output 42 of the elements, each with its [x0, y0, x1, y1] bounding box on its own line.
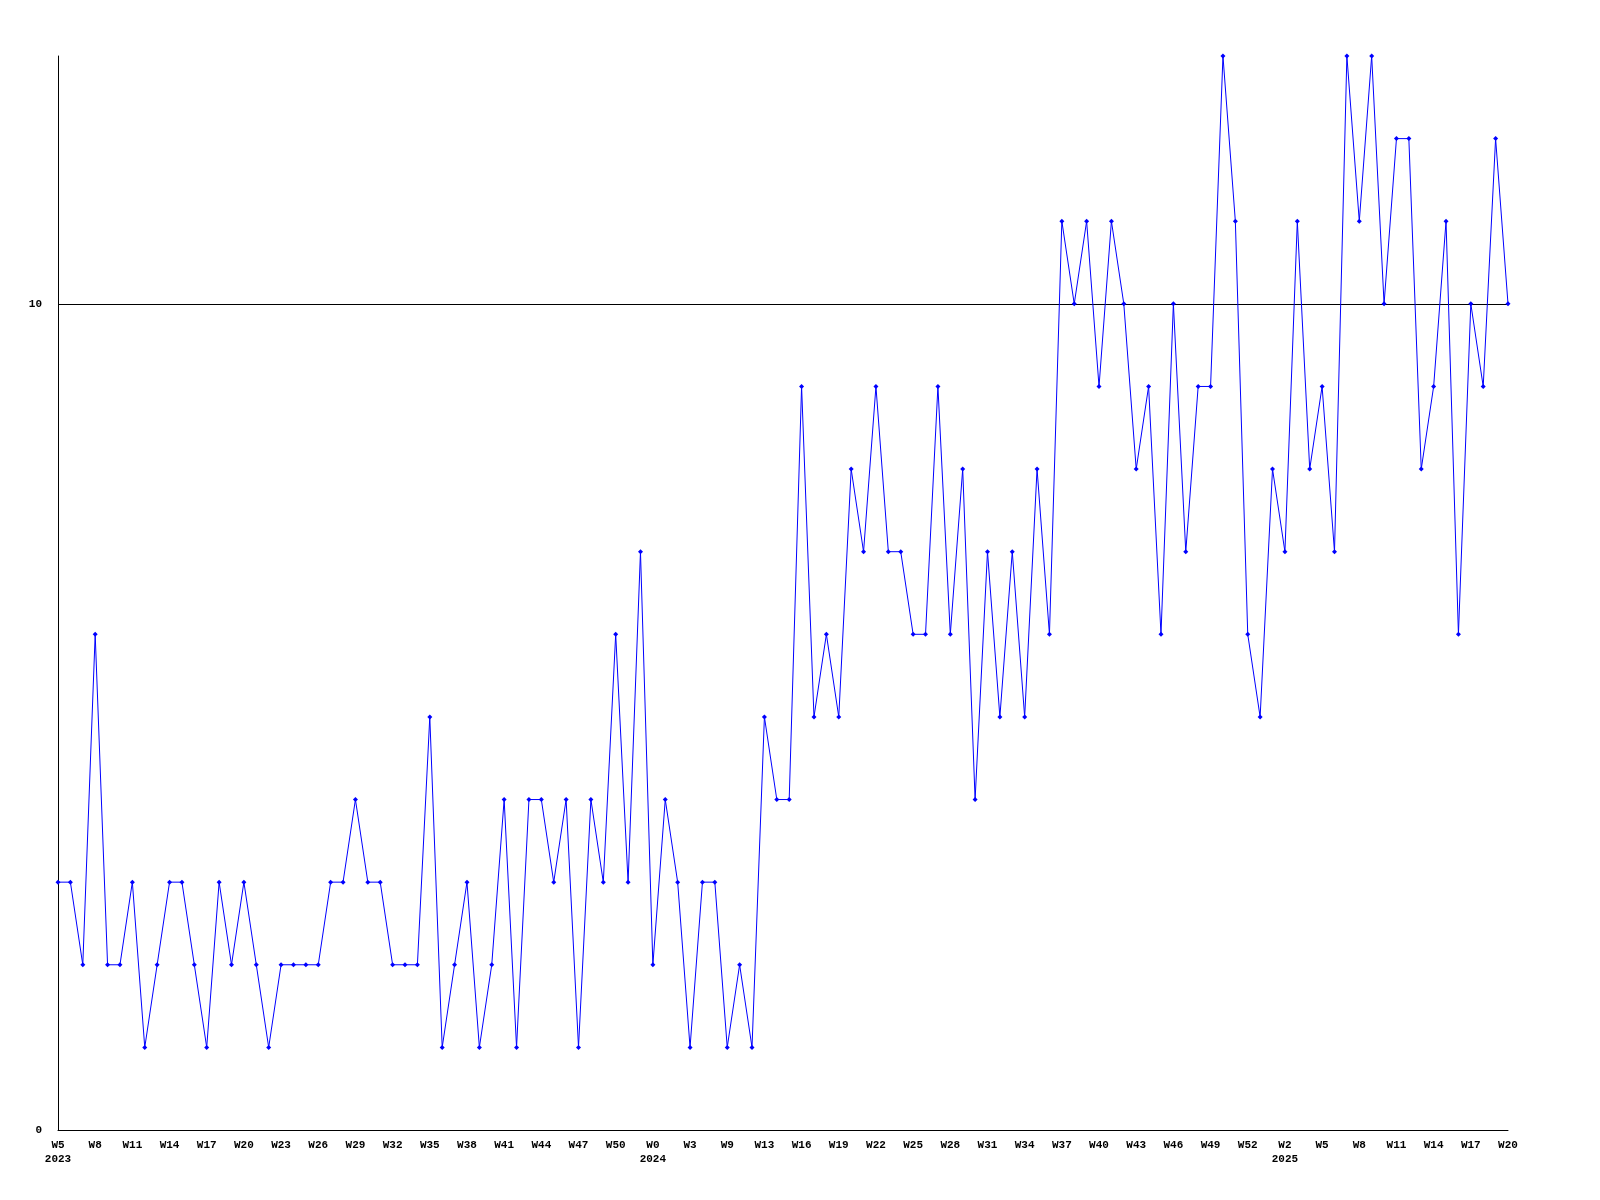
- x-tick-label: W26: [308, 1139, 329, 1151]
- x-tick-label: W22: [866, 1139, 886, 1151]
- x-tick-label: W13: [754, 1139, 775, 1151]
- x-tick-label: W49: [1200, 1139, 1221, 1151]
- x-tick-label: W23: [271, 1139, 292, 1151]
- x-tick-label: W20: [1498, 1139, 1518, 1151]
- x-tick-label: W31: [977, 1139, 998, 1151]
- x-tick-label: W16: [791, 1139, 812, 1151]
- x-tick-label: W44: [531, 1139, 552, 1151]
- x-tick-label: W9: [720, 1139, 734, 1151]
- x-tick-label: W3: [683, 1139, 698, 1151]
- x-tick-label: W8: [1352, 1139, 1367, 1151]
- y-tick-label: 10: [28, 297, 42, 310]
- x-tick-label: W14: [159, 1139, 180, 1151]
- x-tick-label: W20: [233, 1139, 254, 1151]
- x-tick-label: W5: [1315, 1139, 1330, 1151]
- x-tick-label: W32: [382, 1139, 403, 1151]
- x-tick-label: W17: [196, 1139, 217, 1151]
- x-tick-label: W37: [1051, 1139, 1072, 1151]
- x-tick-label: W47: [568, 1139, 589, 1151]
- x-tick-label: W2 2025: [1271, 1139, 1299, 1165]
- x-tick-label: W50: [605, 1139, 626, 1151]
- x-tick-label: W46: [1163, 1139, 1184, 1151]
- x-tick-label: W38: [457, 1139, 478, 1151]
- x-tick-label: W28: [940, 1139, 961, 1151]
- x-tick-label: W35: [419, 1139, 441, 1151]
- x-tick-label: W34: [1014, 1139, 1035, 1151]
- x-tick-label: W43: [1126, 1139, 1147, 1151]
- y-tick-label: 0: [35, 1124, 42, 1136]
- x-tick-label: W11: [122, 1139, 143, 1151]
- x-tick-label: W41: [494, 1139, 515, 1151]
- x-tick-label: W11: [1386, 1139, 1407, 1151]
- x-tick-label: W5 2023: [44, 1139, 72, 1165]
- x-tick-label: W40: [1089, 1139, 1109, 1151]
- x-tick-label: W8: [88, 1139, 103, 1151]
- x-tick-label: W19: [828, 1139, 849, 1151]
- x-tick-label: W14: [1423, 1139, 1444, 1151]
- x-tick-label: W29: [345, 1139, 366, 1151]
- x-tick-label: W25: [903, 1139, 924, 1151]
- x-tick-label: W17: [1460, 1139, 1481, 1151]
- x-tick-label: W52: [1237, 1139, 1258, 1151]
- x-tick-label: W0 2024: [639, 1139, 667, 1165]
